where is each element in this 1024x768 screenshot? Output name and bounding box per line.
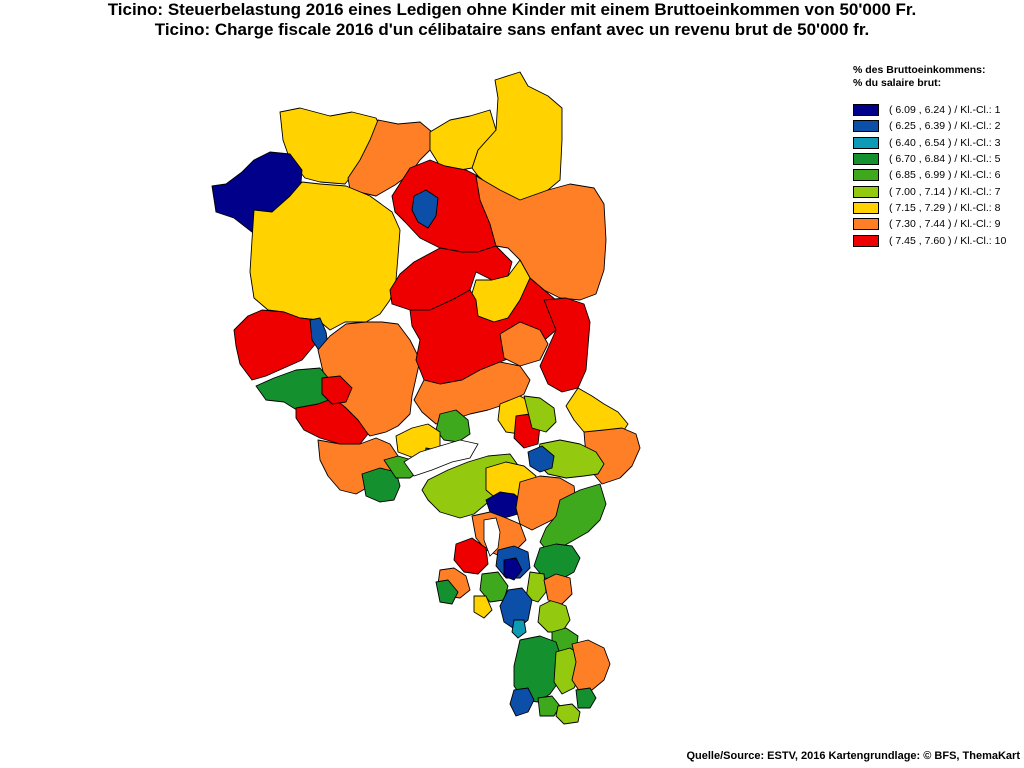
title-french: Ticino: Charge fiscale 2016 d'un célibat…: [154, 20, 870, 39]
legend-item: ( 6.40 , 6.54 ) / Kl.-Cl.: 3: [853, 135, 1023, 151]
municipality-area: [523, 395, 557, 433]
legend-item: ( 6.70 , 6.84 ) / Kl.-Cl.: 5: [853, 151, 1023, 167]
municipality-area: [575, 687, 597, 709]
municipality-area: [475, 175, 607, 301]
legend-swatch: [853, 201, 879, 214]
municipality-area: [539, 483, 607, 553]
legend-item: ( 7.30 , 7.44 ) / Kl.-Cl.: 9: [853, 216, 1023, 232]
source-credit: Quelle/Source: ESTV, 2016 Kartengrundlag…: [686, 750, 1020, 762]
legend-label: ( 7.30 , 7.44 ) / Kl.-Cl.: 9: [889, 218, 1001, 231]
municipality-area: [411, 189, 439, 229]
legend-swatch: [853, 218, 879, 231]
municipality-area: [499, 321, 549, 367]
legend-item: ( 6.85 , 6.99 ) / Kl.-Cl.: 6: [853, 167, 1023, 183]
legend-item: ( 7.45 , 7.60 ) / Kl.-Cl.: 10: [853, 232, 1023, 248]
municipality-area: [429, 109, 497, 171]
legend-label: ( 6.25 , 6.39 ) / Kl.-Cl.: 2: [889, 120, 1001, 133]
municipality-area: [435, 579, 459, 605]
legend-swatch: [853, 120, 879, 133]
legend-label: ( 7.15 , 7.29 ) / Kl.-Cl.: 8: [889, 201, 1001, 214]
legend-item: ( 7.15 , 7.29 ) / Kl.-Cl.: 8: [853, 200, 1023, 216]
legend-item: ( 6.09 , 6.24 ) / Kl.-Cl.: 1: [853, 102, 1023, 118]
legend-label: ( 6.70 , 6.84 ) / Kl.-Cl.: 5: [889, 153, 1001, 166]
municipality-area: [571, 639, 611, 693]
municipality-area: [361, 467, 401, 503]
legend-items: ( 6.09 , 6.24 ) / Kl.-Cl.: 1 ( 6.25 , 6.3…: [853, 102, 1023, 249]
municipality-area: [527, 445, 555, 473]
legend-swatch: [853, 185, 879, 198]
municipality-area: [453, 537, 489, 575]
legend-swatch: [853, 234, 879, 247]
legend-label: ( 6.40 , 6.54 ) / Kl.-Cl.: 3: [889, 136, 1001, 149]
municipality-area: [321, 375, 353, 405]
municipality-area: [249, 181, 401, 331]
legend-label: ( 7.45 , 7.60 ) / Kl.-Cl.: 10: [889, 234, 1007, 247]
municipality-area: [533, 543, 581, 581]
legend-heading-french: % du salaire brut:: [853, 77, 942, 89]
municipality-area: [473, 595, 493, 619]
legend-swatch: [853, 136, 879, 149]
legend-swatch: [853, 153, 879, 166]
legend-swatch: [853, 104, 879, 117]
legend-label: ( 6.85 , 6.99 ) / Kl.-Cl.: 6: [889, 169, 1001, 182]
legend-label: ( 7.00 , 7.14 ) / Kl.-Cl.: 7: [889, 185, 1001, 198]
legend: % des Bruttoeinkommens: % du salaire bru…: [853, 64, 1023, 249]
legend-label: ( 6.09 , 6.24 ) / Kl.-Cl.: 1: [889, 104, 1001, 117]
municipality-area: [509, 687, 535, 717]
legend-item: ( 7.00 , 7.14 ) / Kl.-Cl.: 7: [853, 183, 1023, 199]
lake-area: [483, 517, 501, 557]
municipality-area: [511, 619, 527, 639]
municipalities-layer: [211, 71, 641, 725]
map-title: Ticino: Steuerbelastung 2016 eines Ledig…: [0, 0, 1024, 40]
municipality-area: [513, 635, 563, 703]
title-german: Ticino: Steuerbelastung 2016 eines Ledig…: [107, 0, 917, 19]
municipality-area: [503, 557, 523, 581]
municipality-area: [233, 309, 323, 381]
legend-item: ( 6.25 , 6.39 ) / Kl.-Cl.: 2: [853, 118, 1023, 134]
legend-heading-german: % des Bruttoeinkommens:: [853, 64, 986, 76]
municipality-area: [543, 573, 573, 605]
municipality-area: [537, 599, 571, 633]
lake-area: [403, 439, 479, 477]
legend-swatch: [853, 169, 879, 182]
municipality-area: [555, 703, 581, 725]
